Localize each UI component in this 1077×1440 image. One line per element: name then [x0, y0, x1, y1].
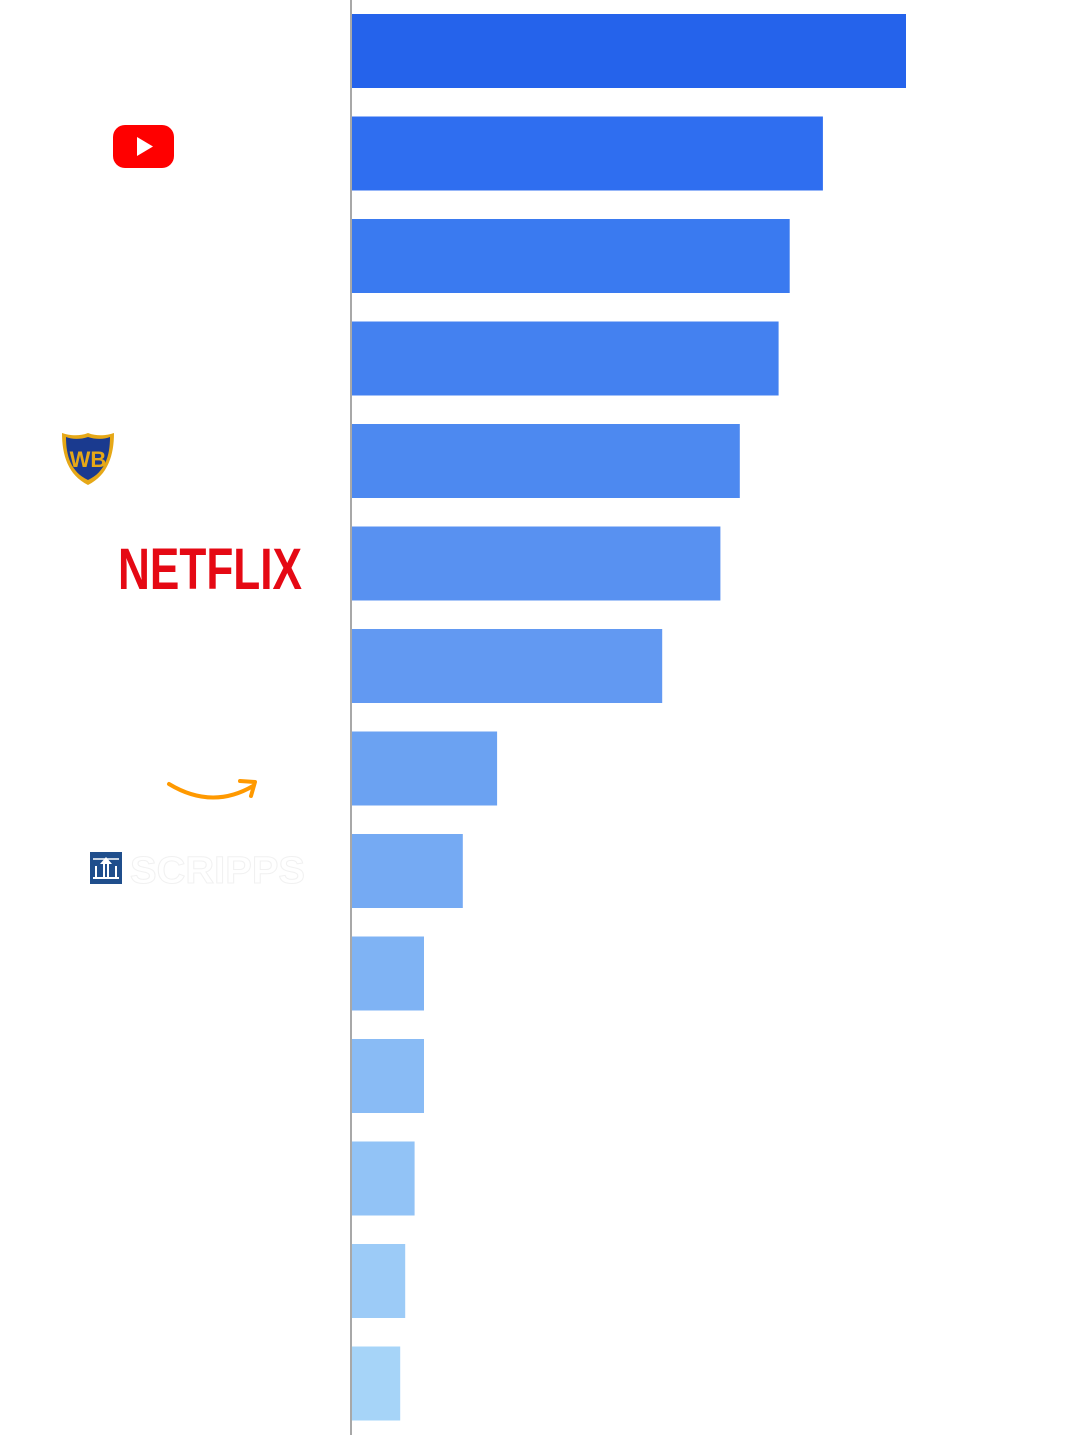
bars-layer: [352, 14, 906, 1421]
bar: [352, 1244, 406, 1318]
bar: [352, 219, 790, 293]
warner-bros-shield-icon: WB: [62, 433, 114, 485]
amazon-smile-arrowhead: [238, 779, 257, 798]
bar: [352, 424, 740, 498]
scripps-logo-post-right: [115, 866, 117, 878]
scripps-logo-text: SCRIPPS: [130, 850, 305, 892]
bar: [352, 321, 779, 396]
warner-bros-shield-inner: [66, 437, 110, 480]
bar: [352, 629, 663, 703]
bar: [352, 1141, 415, 1216]
scripps-logo-pillar-left: [103, 864, 105, 878]
bar: [352, 14, 906, 88]
netflix-logo-text: NETFLIX: [118, 537, 302, 602]
amazon-smile-arrow-icon: [167, 779, 257, 800]
bar: [352, 526, 721, 601]
warner-bros-logo-text: WB: [70, 447, 107, 472]
bar: [352, 731, 498, 806]
scripps-logo-post-left: [95, 866, 97, 878]
bar: [352, 1346, 401, 1421]
amazon-smile-curve: [167, 782, 255, 800]
scripps-logo-pillar-right: [107, 864, 109, 878]
bar: [352, 936, 424, 1011]
bar: [352, 834, 463, 908]
bar: [352, 116, 823, 191]
scripps-logo-square: [90, 852, 122, 884]
bar: [352, 1039, 424, 1113]
scripps-logo-roof: [100, 857, 112, 864]
youtube-logo-icon: [113, 125, 174, 168]
youtube-play-triangle: [137, 137, 153, 156]
scripps-lighthouse-icon: [90, 852, 122, 884]
